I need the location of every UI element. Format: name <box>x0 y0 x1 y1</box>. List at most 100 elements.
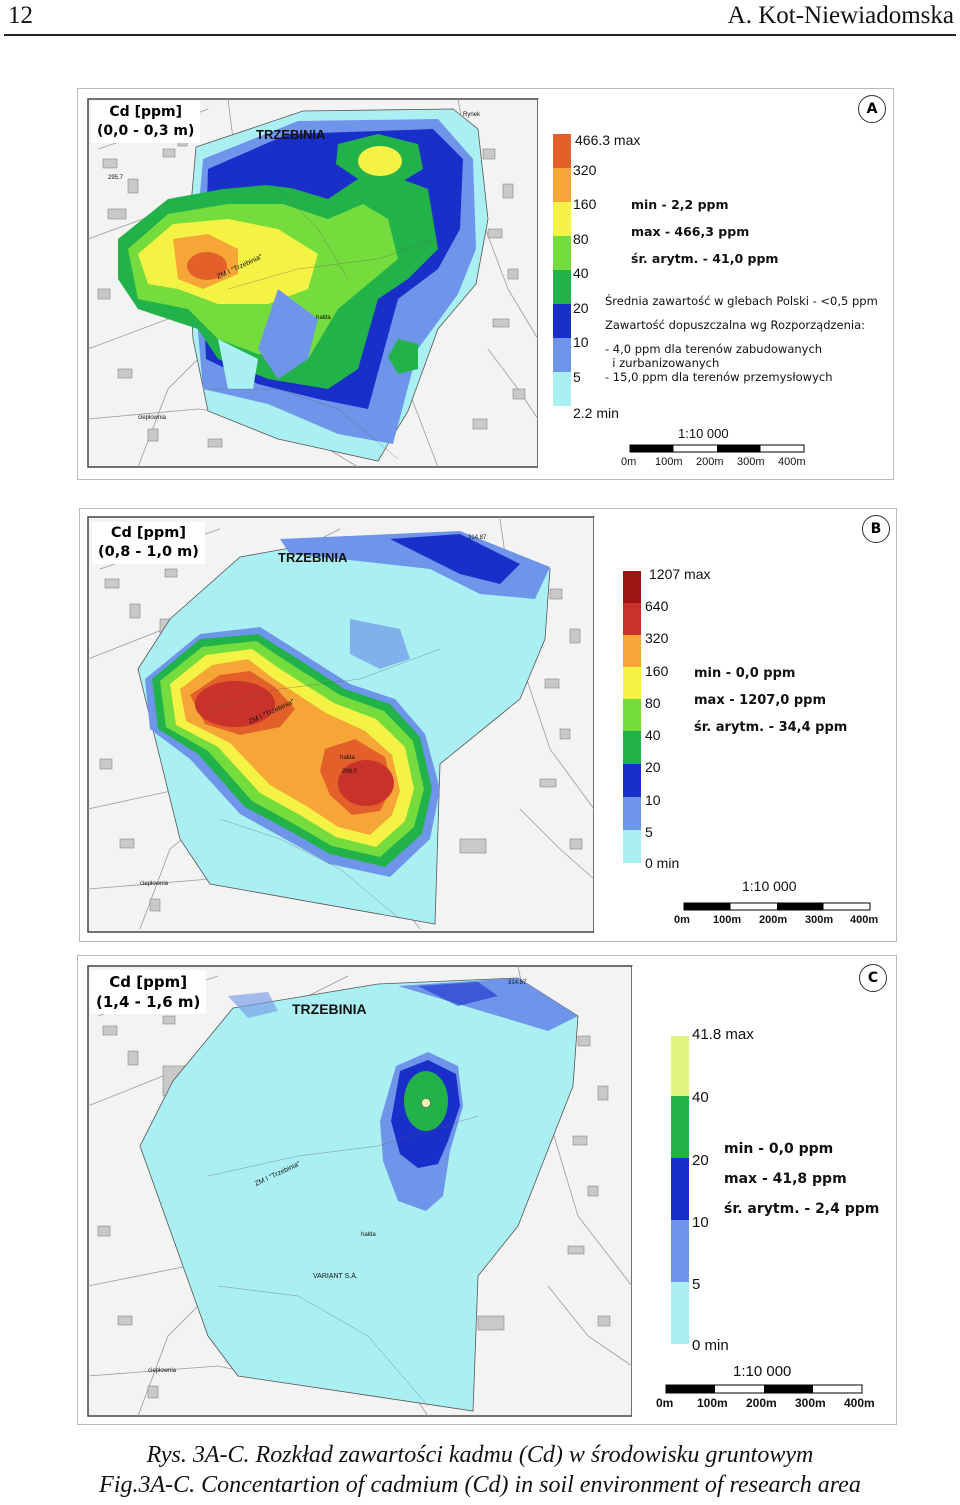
panel-letter-a: A <box>858 95 886 123</box>
panel-letter-b: B <box>862 515 890 543</box>
stats-c: min - 0,0 ppm max - 41,8 ppm śr. arytm. … <box>724 1141 879 1229</box>
legend-tick-b-10: 10 <box>645 792 661 808</box>
cd-contours-c <box>139 977 579 1412</box>
cieplownia-label-a: ciepłownia <box>138 415 167 421</box>
legend-tick-a-160: 160 <box>573 196 597 212</box>
scale-tick-a-300: 300m <box>737 456 765 468</box>
legend-max-a: 466.3 max <box>575 132 640 148</box>
street-overlay-b <box>209 648 441 920</box>
stat-min-b: min - 0,0 ppm <box>694 666 796 681</box>
depth-range-b: (0,8 - 1,0 m) <box>98 544 199 560</box>
halda-label-b: hałda <box>340 755 355 761</box>
scale-tick-a-200: 200m <box>696 456 724 468</box>
scale-tick-c-100: 100m <box>697 1396 728 1410</box>
stat-mean-c: śr. arytm. - 2,4 ppm <box>724 1201 880 1217</box>
cieplownia-label-c: ciepłownia <box>148 1368 177 1374</box>
scale-tick-b-300: 300m <box>805 914 833 926</box>
panel-letter-c: C <box>859 964 887 992</box>
halda-label-c: hałda <box>361 1232 376 1238</box>
cd-title-box-a: Cd [ppm] (0,0 - 0,3 m) <box>91 101 201 143</box>
stats-a: min - 2,2 ppm max - 466,3 ppm śr. arytm.… <box>631 197 778 278</box>
scale-tick-a-400: 400m <box>778 456 806 468</box>
note-line-a-3: - 4,0 ppm dla terenów zabudowanych <box>605 342 823 356</box>
scale-text-b: 1:10 000 <box>742 878 797 894</box>
map-a-canvas: TRZEBINIA ZM I "Trzebinia" hałda ciepłow… <box>87 98 888 474</box>
legend-tick-b-40: 40 <box>645 727 661 743</box>
scale-tick-c-0: 0m <box>656 1396 673 1410</box>
scale-tick-b-400: 400m <box>850 914 878 926</box>
scale-tick-c-200: 200m <box>746 1396 777 1410</box>
scale-bar-a <box>629 444 805 453</box>
stat-min-a: min - 2,2 ppm <box>631 197 729 212</box>
scale-tick-a-100: 100m <box>655 456 683 468</box>
note-line-a-4: i zurbanizowanych <box>605 356 720 370</box>
legend-max-c: 41.8 max <box>692 1026 754 1043</box>
stat-mean-a: śr. arytm. - 41,0 ppm <box>631 251 779 266</box>
note-line-a-2: Zawartość dopuszczalna wg Rozporządzenia… <box>605 318 866 332</box>
page-number: 12 <box>8 2 33 29</box>
halda-label-a: hałda <box>316 315 331 321</box>
stat-max-b: max - 1207,0 ppm <box>694 693 826 708</box>
variant-label-c: VARIANT S.A. <box>313 1273 358 1280</box>
legend-min-b: 0 min <box>645 855 679 871</box>
note-line-a-1: Średnia zawartość w glebach Polski - <0,… <box>605 294 878 308</box>
cd-unit-a: Cd [ppm] <box>109 104 183 120</box>
legend-tick-a-80: 80 <box>573 231 589 247</box>
map-panel-a: TRZEBINIA ZM I "Trzebinia" hałda ciepłow… <box>77 88 894 480</box>
scale-tick-b-100: 100m <box>713 914 741 926</box>
stat-min-c: min - 0,0 ppm <box>724 1141 834 1157</box>
buildings-a <box>97 133 526 448</box>
street-overlay-a <box>208 188 439 460</box>
scale-bar-b <box>683 902 871 911</box>
scale-tick-c-400: 400m <box>844 1396 875 1410</box>
cd-contours-a <box>118 108 489 462</box>
legend-tick-c-10: 10 <box>692 1214 709 1231</box>
legend-tick-c-20: 20 <box>692 1152 709 1169</box>
legend-tick-c-5: 5 <box>692 1276 700 1293</box>
figure-captions: Rys. 3A-C. Rozkład zawartości kadmu (Cd)… <box>0 1440 960 1500</box>
caption-polish: Rys. 3A-C. Rozkład zawartości kadmu (Cd)… <box>146 1442 814 1468</box>
legend-tick-a-320: 320 <box>573 162 597 178</box>
legend-tick-b-5: 5 <box>645 824 653 840</box>
legend-area-b <box>594 517 892 937</box>
cieplownia-label-b: ciepłownia <box>140 881 169 887</box>
scale-text-c: 1:10 000 <box>733 1363 791 1380</box>
legend-tick-b-80: 80 <box>645 695 661 711</box>
legend-tick-a-40: 40 <box>573 265 589 281</box>
running-head-author: A. Kot-Niewiadomska <box>727 2 954 29</box>
town-label-b: TRZEBINIA <box>278 550 348 565</box>
cd-unit-b: Cd [ppm] <box>110 525 187 541</box>
legend-tick-b-20: 20 <box>645 759 661 775</box>
cd-unit-c: Cd [ppm] <box>109 973 188 991</box>
stat-max-a: max - 466,3 ppm <box>631 224 750 239</box>
legend-colorbar-b <box>623 571 641 863</box>
map-panel-b: TRZEBINIA ZM I "Trzebinia" hałda 299.0 c… <box>79 508 897 942</box>
street-overlay-c <box>207 1115 479 1407</box>
legend-tick-b-320: 320 <box>645 630 669 646</box>
cd-title-box-c: Cd [ppm] (1,4 - 1,6 m) <box>90 970 207 1014</box>
scale-bar-c <box>665 1384 863 1394</box>
town-label-c: TRZEBINIA <box>292 1001 367 1017</box>
norms-note-a: Średnia zawartość w glebach Polski - <0,… <box>605 294 878 384</box>
elevation-label-a: 295.7 <box>108 175 124 181</box>
elevation-label-b: 299.0 <box>342 769 358 775</box>
legend-tick-c-40: 40 <box>692 1089 709 1106</box>
rynek-label-b: 314.87 <box>468 535 487 541</box>
legend-tick-a-10: 10 <box>573 334 589 350</box>
page-header: 12 A. Kot-Niewiadomska <box>0 0 960 36</box>
scale-text-a: 1:10 000 <box>678 426 729 441</box>
stat-max-c: max - 41,8 ppm <box>724 1171 847 1187</box>
stats-b: min - 0,0 ppm max - 1207,0 ppm śr. arytm… <box>694 666 847 747</box>
map-c-canvas: TRZEBINIA ZM I "Trzebinia" VARIANT S.A. … <box>87 965 892 1421</box>
caption-english: Fig.3A-C. Concentartion of cadmium (Cd) … <box>99 1472 861 1498</box>
legend-area-a <box>538 99 888 474</box>
legend-colorbar-c <box>671 1036 689 1344</box>
legend-tick-a-5: 5 <box>573 369 581 385</box>
legend-colorbar-a <box>553 134 571 406</box>
scale-tick-b-200: 200m <box>759 914 787 926</box>
scale-tick-a-0: 0m <box>621 456 636 468</box>
depth-range-c: (1,4 - 1,6 m) <box>96 993 201 1011</box>
cd-contours-b <box>137 531 551 925</box>
legend-min-c: 0 min <box>692 1337 729 1354</box>
header-rule <box>4 34 956 36</box>
